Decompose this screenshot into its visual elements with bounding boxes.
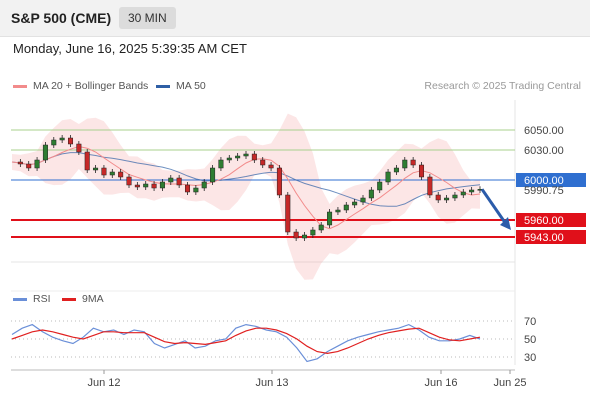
candle-body [17, 161, 23, 165]
candle-body [385, 171, 391, 183]
bollinger-swatch [13, 84, 27, 88]
candle-body [201, 181, 207, 189]
candle-body [352, 201, 358, 206]
candle-body [335, 209, 341, 213]
candle-body [235, 155, 241, 159]
candle-body [293, 231, 299, 239]
candle-body [343, 204, 349, 211]
legend-rsi: RSI [13, 293, 51, 305]
nine-ma-line [11, 327, 481, 355]
candle-body [310, 229, 316, 236]
nine-ma-swatch [62, 297, 76, 301]
candle-body [318, 224, 324, 231]
level-label-6030-00: 6030.00 [524, 145, 564, 157]
candle-body [93, 167, 99, 171]
candle-body [327, 211, 333, 226]
candle-body [218, 159, 224, 169]
candle-body [377, 181, 383, 191]
candle-body [109, 171, 115, 176]
bollinger-label: MA 20 + Bollinger Bands [33, 80, 149, 92]
rsi-tick-label: 30 [524, 352, 536, 364]
forecast-arrow-shaft [480, 188, 508, 225]
x-tick-label: Jun 12 [87, 377, 120, 389]
candle-body [435, 194, 441, 201]
candle-body [76, 143, 82, 153]
candle-body [126, 176, 132, 186]
x-tick-label: Jun 13 [255, 377, 288, 389]
credit-text: Research © 2025 Trading Central [424, 80, 581, 92]
candle-body [427, 176, 433, 196]
rsi-line [11, 323, 481, 363]
candle-body [460, 191, 466, 196]
current-price-label: 5990.75 [524, 185, 564, 197]
candle-body [410, 159, 416, 166]
candle-body [42, 144, 48, 161]
rsi-tick-label: 70 [524, 316, 536, 328]
candle-body [260, 159, 266, 166]
candle-body [243, 153, 249, 157]
rsi-tick-label: 50 [524, 334, 536, 346]
candle-body [469, 189, 475, 193]
level-tag-bg [516, 230, 586, 244]
candle-body [452, 194, 458, 199]
candle-body [444, 197, 450, 201]
candle-body [176, 177, 182, 186]
timestamp: Monday, June 16, 2025 5:39:35 AM CET [13, 41, 247, 56]
candle-body [368, 189, 374, 199]
chart-header: S&P 500 (CME) 30 MIN [0, 0, 590, 37]
legend-bollinger: MA 20 + Bollinger Bands [13, 80, 148, 92]
candle-body [210, 167, 216, 183]
candle-body [301, 234, 308, 239]
candle-body [168, 177, 174, 183]
level-label-6050-00: 6050.00 [524, 125, 564, 137]
level-label-5943-00: 5943.00 [524, 232, 564, 244]
x-tick-label: Jun 16 [424, 377, 457, 389]
nine-ma-label: 9MA [82, 293, 104, 305]
rsi-swatch [13, 297, 27, 301]
candle-body [84, 151, 90, 171]
ma20-line [11, 145, 481, 230]
candle-body [402, 159, 408, 169]
level-tag-bg [516, 173, 586, 187]
candle-body [251, 153, 257, 161]
candle-body [101, 167, 107, 176]
candle-body [193, 187, 199, 193]
candle-body [268, 164, 274, 169]
candle-body [276, 167, 282, 196]
legend-ma50: MA 50 [156, 80, 206, 92]
candle-body [34, 159, 40, 169]
candle-body [118, 171, 124, 178]
interval-button[interactable]: 30 MIN [119, 7, 176, 29]
ma50-line [11, 152, 481, 207]
level-tag-bg [516, 213, 586, 227]
candle-body [159, 181, 165, 189]
level-label-6000-00: 6000.00 [524, 175, 564, 187]
candle-body [285, 194, 291, 233]
candle-body [59, 137, 65, 141]
x-tick-label: Jun 25 [493, 377, 526, 389]
candle-body [393, 167, 399, 173]
instrument-title: S&P 500 (CME) [11, 10, 112, 26]
forecast-arrow-head [500, 217, 511, 230]
candle-body [226, 157, 232, 161]
ma50-label: MA 50 [176, 80, 206, 92]
candle-body [184, 184, 191, 193]
candle-body [26, 163, 32, 169]
legend-9ma: 9MA [62, 293, 104, 305]
candle-body [51, 139, 57, 146]
candle-body [151, 183, 157, 189]
candle-body [67, 137, 74, 145]
level-label-5960-00: 5960.00 [524, 215, 564, 227]
rsi-label: RSI [33, 293, 51, 305]
ma50-swatch [156, 84, 170, 88]
candle-body [134, 184, 140, 188]
candle-body [143, 183, 149, 188]
bollinger-band-area [12, 113, 480, 280]
candle-body [418, 164, 425, 178]
candle-body [360, 197, 366, 203]
